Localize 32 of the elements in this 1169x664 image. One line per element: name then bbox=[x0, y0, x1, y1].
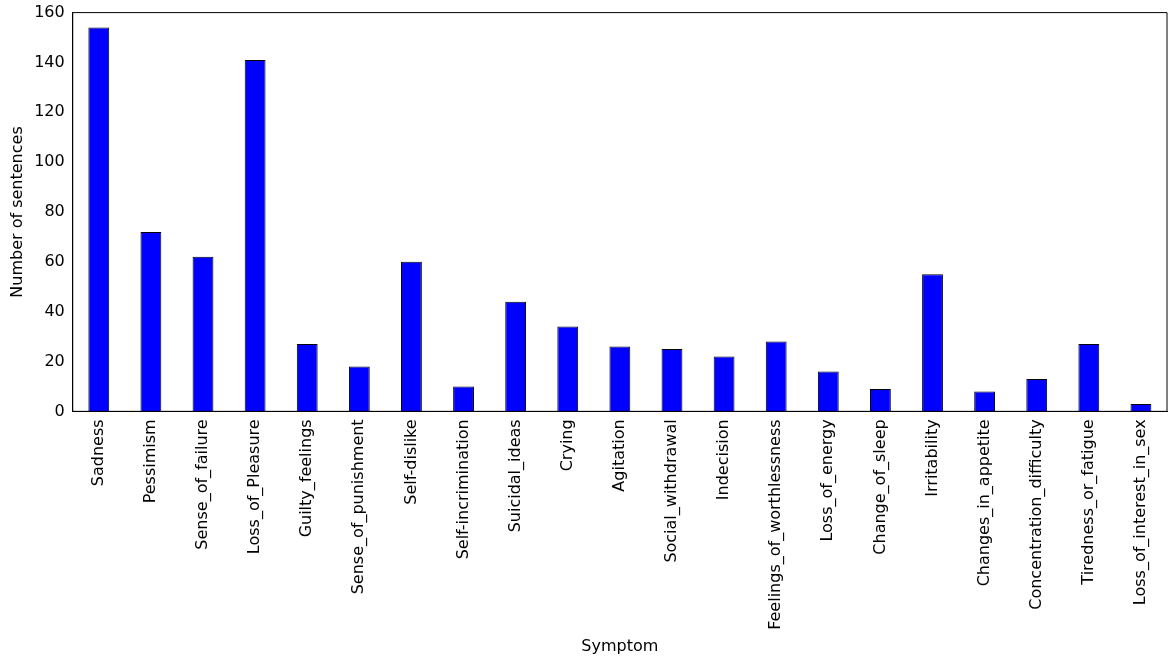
x-tick-label: Concentration_difficulty bbox=[1025, 419, 1046, 610]
x-tick-label: Guilty_feelings bbox=[296, 419, 317, 538]
y-axis-title: Number of sentences bbox=[6, 126, 26, 298]
y-tick-label: 160 bbox=[34, 1, 65, 21]
x-tick-label: Sense_of_failure bbox=[192, 419, 213, 550]
x-tick-label: Tiredness_or_fatigue bbox=[1077, 419, 1098, 586]
y-tick-label: 0 bbox=[54, 400, 65, 420]
y-tick-label: 40 bbox=[44, 300, 65, 320]
y-tick-label: 80 bbox=[44, 201, 65, 221]
y-tick-label: 120 bbox=[34, 101, 65, 121]
x-tick-label: Social_withdrawal bbox=[661, 419, 682, 563]
x-tick-label: Suicidal_ideas bbox=[504, 419, 525, 533]
x-tick-label: Loss_of_interest_in_sex bbox=[1130, 419, 1151, 606]
x-tick-label: Self-incrimination bbox=[452, 419, 472, 560]
x-axis-title: Symptom bbox=[581, 635, 659, 655]
x-tick-label: Pessimism bbox=[140, 419, 160, 504]
x-tick-label: Loss_of_Pleasure bbox=[244, 419, 265, 555]
y-tick-label: 100 bbox=[34, 151, 65, 171]
x-tick-label: Sadness bbox=[87, 419, 107, 487]
x-tick-label: Self-dislike bbox=[400, 419, 420, 505]
x-tick-label: Changes_in_appetite bbox=[973, 419, 994, 587]
y-tick-label: 20 bbox=[44, 350, 65, 370]
y-tick-label: 60 bbox=[44, 250, 65, 270]
y-tick-label: 140 bbox=[34, 51, 65, 71]
x-tick-label: Crying bbox=[556, 419, 576, 472]
x-tick-label: Sense_of_punishment bbox=[348, 419, 369, 595]
x-tick-label: Irritability bbox=[921, 419, 941, 497]
x-tick-label: Change_of_sleep bbox=[869, 419, 890, 555]
x-tick-label: Loss_of_energy bbox=[817, 419, 838, 542]
x-tick-label: Indecision bbox=[713, 419, 733, 501]
x-tick-label: Agitation bbox=[609, 419, 629, 492]
x-tick-label: Feelings_of_worthlessness bbox=[765, 419, 786, 630]
